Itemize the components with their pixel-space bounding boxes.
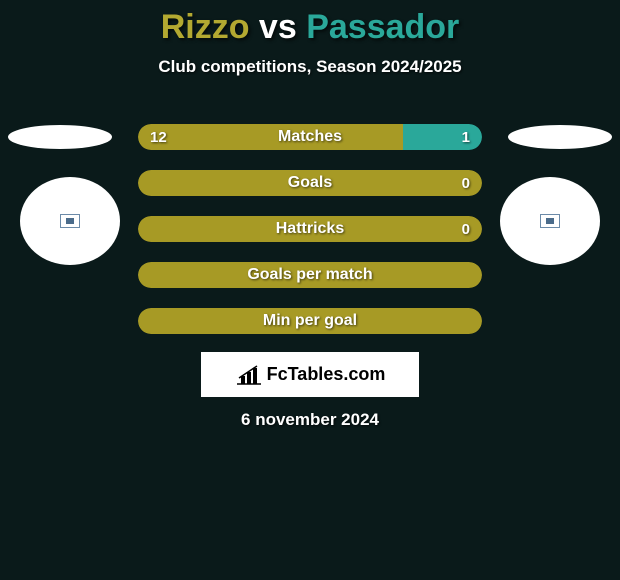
stat-row: Goals0 [138,170,482,196]
brand-chart-icon [235,364,263,386]
player-badge-right [500,177,600,265]
stat-value-right: 1 [462,124,470,150]
subtitle: Club competitions, Season 2024/2025 [0,57,620,77]
title-left: Rizzo [161,8,250,46]
team-crest-icon [60,214,80,228]
title-vs: vs [259,8,297,46]
brand-logo-box: FcTables.com [201,352,419,397]
stat-row: Matches12 1 [138,124,482,150]
stat-value-left: 12 [150,124,167,150]
stat-label: Goals [138,170,482,196]
team-crest-icon [540,214,560,228]
stat-label: Min per goal [138,308,482,334]
player-badge-left [20,177,120,265]
comparison-title: Rizzo vs Passador [0,0,620,47]
stat-row: Min per goal [138,308,482,334]
stat-row: Goals per match [138,262,482,288]
stat-label: Matches [138,124,482,150]
stat-value-right: 0 [462,216,470,242]
player-ellipse-right [508,125,612,149]
stat-label: Goals per match [138,262,482,288]
stat-rows: Matches121Goals0Hattricks0Goals per matc… [138,124,482,354]
stat-row: Hattricks0 [138,216,482,242]
player-ellipse-left [8,125,112,149]
brand-name: FcTables.com [267,364,386,385]
title-right: Passador [306,8,459,46]
stat-label: Hattricks [138,216,482,242]
date-text: 6 november 2024 [0,410,620,430]
stat-value-right: 0 [462,170,470,196]
